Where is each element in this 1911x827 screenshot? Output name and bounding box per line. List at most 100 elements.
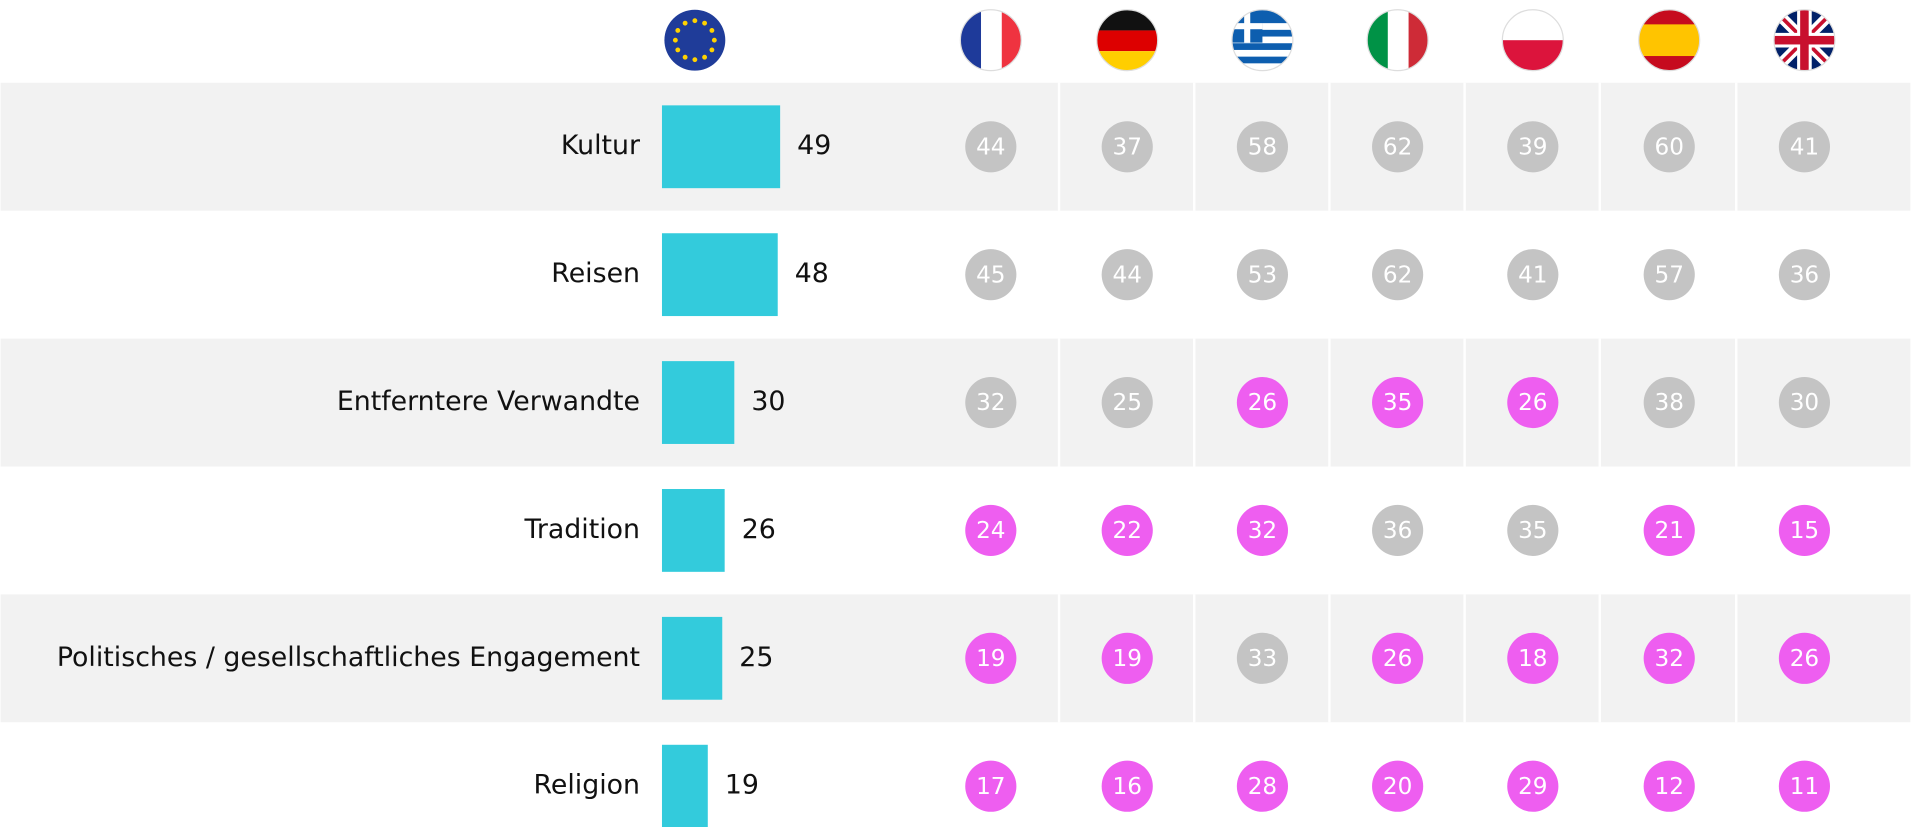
column-divider [1193,594,1196,723]
flag-gr [1231,9,1293,71]
country-value-dot [1507,121,1559,173]
category-label: Entferntere Verwandte [337,386,640,417]
country-value-dot [965,504,1017,557]
country-value-dot [1101,376,1153,429]
flag-eu [664,9,726,71]
country-value-label: 37 [1113,134,1142,160]
country-value-label: 58 [1248,134,1277,160]
country-value-dot [1778,121,1831,173]
country-value-dot [1507,249,1559,301]
column-divider [1598,338,1602,467]
country-value-label: 26 [1248,390,1277,416]
country-value-dot [1507,760,1559,812]
country-value-label: 60 [1655,134,1684,160]
country-value-label: 22 [1113,518,1142,544]
flag-es [1638,9,1700,71]
bar [661,361,735,444]
country-value-dot [1372,504,1424,557]
column-divider [1328,82,1331,211]
country-value-label: 12 [1655,774,1684,800]
country-value-label: 26 [1383,646,1412,672]
country-value-dot [965,376,1017,429]
country-value-label: 41 [1790,134,1819,160]
column-divider [1193,82,1196,211]
column-divider [1057,594,1061,723]
flag-outlines [959,9,1836,72]
value-label: 48 [795,258,829,289]
country-value-label: 30 [1790,390,1819,416]
category-label: Kultur [561,130,641,161]
country-value-dot [1372,632,1424,684]
country-value-dot [1372,121,1424,173]
country-value-label: 57 [1655,262,1684,288]
country-value-dot [1643,632,1695,684]
country-value-label: 32 [1248,518,1277,544]
column-divider [1328,338,1331,467]
country-value-dot [1101,121,1153,173]
column-divider [1734,594,1738,723]
country-value-dot [1643,760,1695,812]
column-divider [1598,594,1602,723]
row-band [0,82,1911,211]
country-value-dot [965,632,1017,684]
country-value-dot [965,121,1017,173]
column-divider [1463,594,1466,723]
value-label: 19 [725,770,759,801]
country-value-dot [1101,632,1153,684]
column-divider [1193,338,1196,467]
country-value-label: 21 [1655,518,1684,544]
country-value-label: 24 [976,518,1005,544]
country-value-label: 32 [1655,646,1684,672]
column-divider [1734,338,1738,467]
country-value-label: 19 [976,646,1005,672]
country-value-label: 41 [1518,262,1547,288]
country-value-label: 29 [1518,774,1547,800]
country-value-dot [1507,504,1559,557]
country-value-dot [1236,376,1289,429]
bar [661,616,723,700]
country-value-label: 44 [1113,262,1142,288]
country-value-dot [1778,376,1831,429]
value-label: 26 [742,514,776,545]
country-value-dot [1507,376,1559,429]
flag-uk [1773,9,1835,71]
country-value-label: 28 [1248,774,1277,800]
country-value-dot [965,249,1017,301]
country-value-dot [1236,504,1289,557]
value-label: 30 [751,386,785,417]
country-value-label: 44 [976,134,1005,160]
country-value-label: 19 [1113,646,1142,672]
bar [661,233,778,317]
country-value-label: 45 [976,262,1005,288]
row-band [0,594,1911,723]
category-label: Religion [533,770,640,801]
column-divider [1463,338,1466,467]
row-band [0,338,1911,467]
column-divider [1328,594,1331,723]
bar [661,489,725,572]
column-divider [1598,82,1602,211]
country-value-dot [1101,760,1153,812]
country-value-dot [1236,632,1289,684]
column-divider [1463,82,1466,211]
country-value-dot [965,760,1017,812]
country-value-label: 33 [1248,646,1277,672]
category-label: Tradition [523,514,640,545]
country-value-label: 36 [1790,262,1819,288]
country-value-dot [1372,249,1424,301]
flag-it [1367,9,1429,71]
country-value-label: 20 [1383,774,1412,800]
country-value-label: 36 [1383,518,1412,544]
country-value-label: 17 [976,774,1005,800]
country-value-label: 16 [1113,774,1142,800]
country-value-dot [1372,376,1424,429]
value-label: 25 [739,642,773,673]
country-value-dot [1643,249,1695,301]
country-value-dot [1643,121,1695,173]
country-value-label: 35 [1383,390,1412,416]
country-value-label: 53 [1248,262,1277,288]
row-bands [0,82,1911,723]
country-value-label: 15 [1790,518,1819,544]
